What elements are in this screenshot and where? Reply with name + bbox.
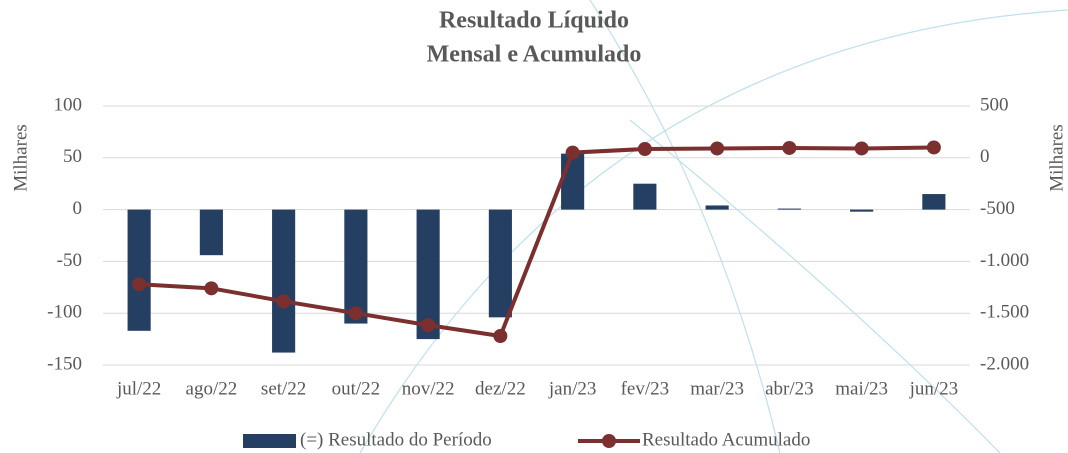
y2-tick-label: -1.500 bbox=[980, 302, 1029, 323]
legend-swatch bbox=[602, 434, 616, 448]
line-marker bbox=[204, 281, 219, 296]
y-tick-label: -100 bbox=[47, 302, 82, 323]
bar bbox=[922, 194, 946, 210]
line-marker bbox=[348, 306, 363, 321]
y-tick-label: 50 bbox=[63, 146, 82, 167]
y2-tick-label: -2.000 bbox=[980, 353, 1029, 374]
bar bbox=[488, 209, 512, 318]
x-tick-label: jun/23 bbox=[909, 378, 959, 399]
y2-tick-label: 500 bbox=[980, 94, 1009, 115]
x-tick-label: dez/22 bbox=[475, 378, 526, 399]
line-marker bbox=[493, 328, 508, 343]
line-marker bbox=[854, 141, 869, 156]
y2-tick-label: -500 bbox=[980, 198, 1015, 219]
bar bbox=[561, 153, 585, 210]
x-tick-label: abr/23 bbox=[765, 378, 814, 399]
x-tick-label: nov/22 bbox=[402, 378, 455, 399]
decor-arc bbox=[359, 9, 1068, 453]
y-tick-label: -150 bbox=[47, 353, 82, 374]
bar bbox=[850, 209, 874, 212]
y-tick-label: -50 bbox=[57, 250, 82, 271]
legend-label: (=) Resultado do Período bbox=[300, 429, 492, 450]
chart-title: Mensal e Acumulado bbox=[427, 42, 642, 68]
x-tick-label: jan/23 bbox=[548, 378, 597, 399]
bar bbox=[272, 209, 296, 353]
line-marker bbox=[132, 277, 147, 292]
line-marker bbox=[782, 140, 797, 155]
legend-swatch bbox=[243, 434, 296, 448]
x-tick-label: ago/22 bbox=[186, 378, 238, 399]
x-tick-label: out/22 bbox=[332, 378, 381, 399]
x-tick-label: fev/23 bbox=[621, 378, 670, 399]
bar bbox=[633, 183, 657, 210]
line-marker bbox=[276, 294, 291, 309]
bar bbox=[127, 209, 151, 331]
line-marker bbox=[926, 140, 941, 155]
y2-tick-label: -1.000 bbox=[980, 250, 1029, 271]
bar bbox=[777, 208, 801, 210]
decor-arc bbox=[589, 0, 781, 453]
y-tick-label: 100 bbox=[54, 94, 83, 115]
chart-title: Resultado Líquido bbox=[439, 8, 629, 34]
x-tick-label: mar/23 bbox=[690, 378, 744, 399]
line-marker bbox=[421, 318, 436, 333]
bar bbox=[199, 209, 223, 256]
line-marker bbox=[710, 141, 725, 156]
bar bbox=[705, 205, 729, 210]
bar bbox=[416, 209, 440, 340]
line-marker bbox=[637, 141, 652, 156]
x-tick-label: mai/23 bbox=[835, 378, 888, 399]
bar bbox=[344, 209, 368, 324]
y2-tick-label: 0 bbox=[980, 146, 990, 167]
decor-arc bbox=[629, 119, 1001, 453]
line bbox=[139, 145, 934, 339]
legend-label: Resultado Acumulado bbox=[642, 429, 810, 450]
x-tick-label: set/22 bbox=[261, 378, 306, 399]
y2-axis-label: Milhares bbox=[1046, 124, 1067, 192]
line-marker bbox=[565, 145, 580, 160]
x-tick-label: jul/22 bbox=[116, 378, 161, 399]
y-tick-label: 0 bbox=[73, 198, 83, 219]
y-axis-label: Milhares bbox=[10, 124, 31, 192]
